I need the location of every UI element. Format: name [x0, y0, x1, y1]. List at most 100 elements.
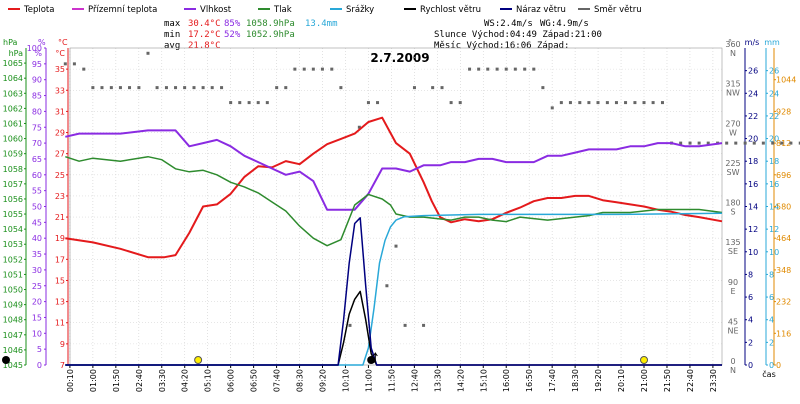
x-tick-label: 15:10: [479, 369, 488, 392]
axis-tick-label: 20: [32, 298, 42, 307]
wind-direction-point: [63, 62, 67, 66]
axis-tick-label: 1058: [3, 165, 23, 174]
axis-dir-name: E: [730, 287, 735, 296]
wind-direction-point: [72, 62, 76, 66]
axis-tick-label: 9: [60, 340, 65, 349]
axis-tick-label: 60: [32, 171, 42, 180]
wind-direction-point: [458, 101, 462, 105]
axis-tick-label: 25: [32, 282, 42, 291]
axis-tick-label: 1057: [3, 180, 23, 189]
wind-direction-point: [605, 101, 609, 105]
wind-direction-point: [651, 101, 655, 105]
x-tick-label: 16:00: [502, 369, 511, 392]
axis-tick-label: 1055: [3, 210, 23, 219]
axis-tick-label: 85: [32, 92, 42, 101]
wind-arrow-icon: [372, 352, 378, 363]
x-tick-label: 01:50: [112, 369, 121, 392]
axis-tick-label: 30: [32, 266, 42, 275]
axis-tick-label: 1060: [3, 135, 23, 144]
wind-direction-point: [422, 323, 426, 327]
x-tick-label: 06:00: [227, 369, 236, 392]
wind-direction-point: [238, 101, 242, 105]
axis-tick-label: 1046: [3, 346, 23, 355]
axis-dir-name: NE: [727, 326, 738, 335]
axis-tick-label: 35: [32, 250, 42, 259]
wind-direction-point: [660, 101, 664, 105]
wind-direction-point: [798, 141, 800, 145]
legend-label: Vlhkost: [200, 5, 232, 15]
wind-direction-point: [743, 141, 747, 145]
axis-tick-label: 15: [32, 313, 42, 322]
legend-label: Přízemní teplota: [88, 5, 157, 15]
axis-tick-label: 23: [55, 192, 65, 201]
x-tick-label: 02:40: [135, 369, 144, 392]
axis-dir-name: NW: [726, 89, 740, 98]
axis-tick-label: 5: [37, 345, 42, 354]
x-tick-label: 05:10: [204, 369, 213, 392]
stat-min-hum: 52%: [224, 30, 241, 40]
axis-tick-label: 1063: [3, 89, 23, 98]
wind-direction-point: [247, 101, 251, 105]
axis-tick-label: 80: [32, 107, 42, 116]
wind-direction-point: [100, 86, 104, 90]
wind-direction-point: [210, 86, 214, 90]
wind-direction-point: [550, 106, 554, 110]
axis-tick-label: 70: [32, 139, 42, 148]
x-tick-label: 12:40: [410, 369, 419, 392]
wind-direction-point: [192, 86, 196, 90]
plot-area: [2, 51, 800, 366]
axis-tick-label: 15: [55, 276, 65, 285]
wind-direction-point: [532, 67, 536, 71]
stat-sun: Slunce Východ:04:49 Západ:21:00: [434, 30, 602, 40]
axis-dir-degree: 180: [725, 199, 740, 208]
stat-max-label: max: [164, 19, 181, 29]
axis-tick-label: 65: [32, 155, 42, 164]
wind-direction-point: [780, 141, 784, 145]
axis-dir-degree: 135: [725, 238, 740, 247]
axis-tick-label: 45: [32, 218, 42, 227]
wind-direction-point: [164, 86, 168, 90]
axis-tick-label: 1049: [3, 301, 23, 310]
wind-direction-point: [366, 101, 370, 105]
stats-panel: max 30.4°C 85% 1058.9hPa 13.4mm min 17.2…: [164, 19, 602, 51]
wind-direction-point: [624, 101, 628, 105]
axis-tick-label: 55: [32, 187, 42, 196]
wind-direction-point: [293, 67, 297, 71]
wind-direction-point: [403, 323, 407, 327]
wind-direction-point: [376, 101, 380, 105]
axis-tick-label: 13: [55, 298, 65, 307]
wind-direction-point: [82, 67, 86, 71]
stat-max-hum: 85%: [224, 19, 241, 29]
axis-tick-label: 1056: [3, 195, 23, 204]
legend-label: Rychlost větru: [420, 5, 481, 15]
x-axis-label: čas: [762, 369, 775, 379]
axis-tick-label: 1052: [3, 255, 23, 264]
x-tick-label: 20:10: [617, 369, 626, 392]
wind-direction-point: [523, 67, 527, 71]
axis-tick-label: 1062: [3, 104, 23, 113]
axis-tick-label: 928: [776, 107, 791, 116]
x-tick-label: 14:20: [456, 369, 465, 392]
legend-label: Směr větru: [594, 5, 642, 15]
axis-tick-label: 35: [55, 65, 65, 74]
x-tick-label: 16:50: [525, 369, 534, 392]
wind-direction-point: [412, 86, 416, 90]
axis-tick-label: 12: [748, 225, 758, 234]
wind-direction-point: [311, 67, 315, 71]
wind-direction-point: [771, 141, 775, 145]
axis-tick-label: 20: [748, 135, 758, 144]
wind-direction-point: [431, 86, 435, 90]
legend-label: Srážky: [346, 5, 374, 15]
axis-tick-label: 40: [32, 234, 42, 243]
x-tick-label: 09:20: [319, 369, 328, 392]
axis-unit-dir: °: [728, 38, 732, 47]
wind-direction-point: [596, 101, 600, 105]
axis-dir-degree: 315: [725, 80, 740, 89]
x-tick-label: 23:30: [709, 369, 718, 392]
axis-dir-degree: 270: [725, 119, 740, 128]
stat-max-rain: 13.4mm: [305, 19, 338, 29]
wind-direction-point: [348, 323, 352, 327]
axis-tick-label: 90: [32, 76, 42, 85]
axis-tick-label: 2: [748, 338, 753, 347]
